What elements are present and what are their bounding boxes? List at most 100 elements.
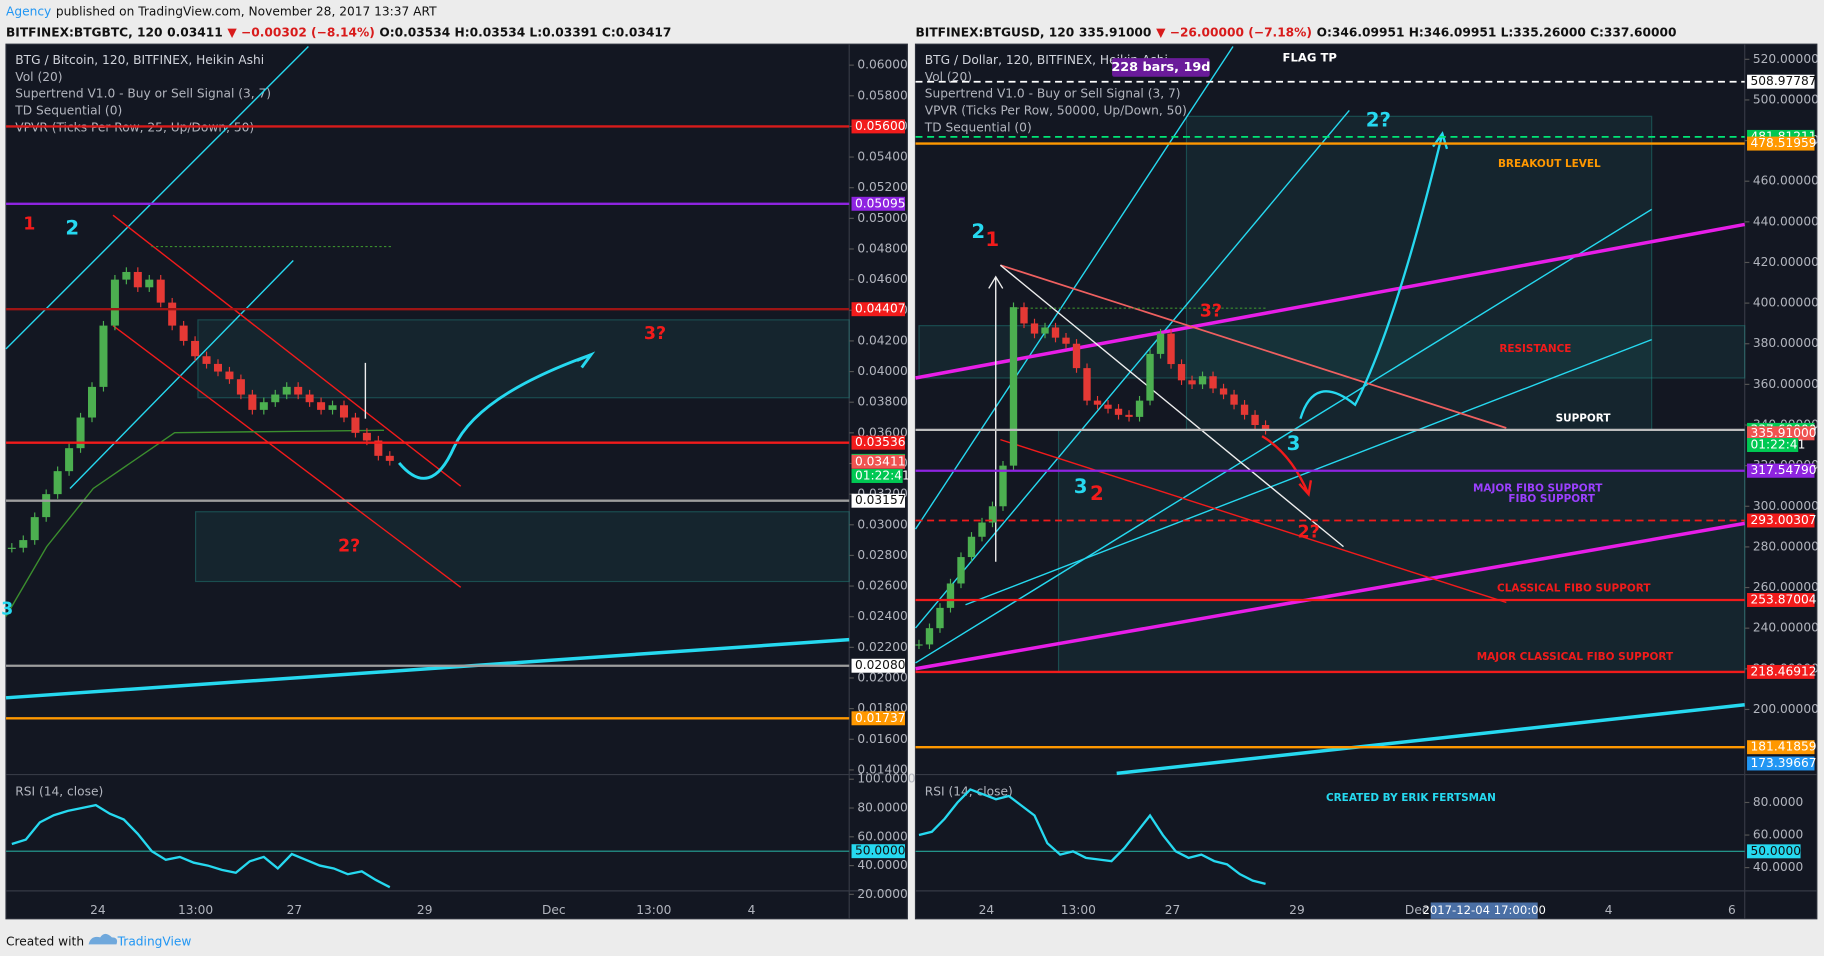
candle bbox=[1041, 327, 1049, 334]
candle bbox=[282, 386, 291, 395]
price-label-box bbox=[1747, 740, 1815, 755]
price-label: 218.46912 bbox=[1751, 664, 1817, 678]
rsi-tick-label: 80.0000 bbox=[1753, 795, 1803, 809]
annotation: 3? bbox=[644, 324, 666, 344]
candle bbox=[1177, 364, 1186, 381]
annotation: SUPPORT bbox=[1556, 413, 1612, 425]
candle bbox=[967, 536, 976, 558]
legend-item: VPVR (Ticks Per Row, 50000, Up/Down, 50) bbox=[925, 104, 1187, 118]
candle bbox=[988, 506, 997, 523]
time-label: Dec bbox=[1405, 903, 1429, 917]
price-tick-label: 260.00000 bbox=[1753, 580, 1819, 594]
time-label: 13:00 bbox=[1061, 903, 1096, 917]
legend-item: BTG / Dollar, 120, BITFINEX, Heikin Ashi bbox=[925, 53, 1168, 67]
drawing-line bbox=[915, 222, 1746, 380]
annotation: 2 bbox=[65, 217, 79, 240]
candle bbox=[1167, 333, 1175, 365]
price-tick-label: 0.04200 bbox=[857, 333, 907, 347]
annotation: 3? bbox=[1200, 302, 1222, 322]
time-label: 29 bbox=[417, 903, 433, 917]
drawing-line bbox=[965, 338, 1652, 606]
footer-brand[interactable]: TradingView bbox=[117, 935, 192, 949]
candle bbox=[53, 471, 62, 495]
candle bbox=[271, 394, 280, 403]
candle bbox=[191, 340, 200, 357]
price-label: 181.41859 bbox=[1751, 740, 1817, 754]
candle bbox=[1188, 380, 1196, 385]
rsi-tick-label: 80.0000 bbox=[857, 801, 907, 815]
annotation: 3 bbox=[1, 599, 13, 619]
candle bbox=[317, 402, 326, 410]
price-label: 0.03536 bbox=[855, 435, 905, 449]
drawing-line bbox=[1116, 703, 1745, 776]
symbol-line: BITFINEX:BTGBTC, 120 0.03411 ▼ −0.00302 (−… bbox=[6, 25, 671, 39]
candle bbox=[294, 386, 303, 395]
rsi-line bbox=[918, 788, 1266, 886]
price-label: 0.05600 bbox=[855, 119, 905, 133]
drawing-line bbox=[915, 208, 1653, 664]
annotation: FLAG TP bbox=[1283, 51, 1338, 65]
legend-item: TD Sequential (0) bbox=[14, 104, 122, 118]
zone-box bbox=[195, 511, 850, 583]
rsi-level-box bbox=[851, 844, 906, 859]
legend-item: TD Sequential (0) bbox=[924, 120, 1032, 134]
candle bbox=[7, 547, 16, 549]
bars-badge bbox=[1112, 58, 1210, 77]
chart-panel: BTG / Bitcoin, 120, BITFINEX, Heikin Ash… bbox=[1, 43, 916, 920]
price-tick-label: 0.04600 bbox=[857, 272, 907, 286]
ohlc: O:0.03534 H:0.03534 L:0.03391 C:0.03417 bbox=[379, 25, 671, 39]
drawing-line bbox=[576, 351, 596, 369]
zone-box bbox=[1185, 115, 1653, 431]
candle bbox=[1072, 343, 1081, 369]
price-label-box bbox=[851, 435, 906, 450]
price-tick-label: 360.00000 bbox=[1753, 377, 1819, 391]
rsi-tick-label: 60.0000 bbox=[857, 829, 907, 843]
candle bbox=[110, 279, 119, 326]
candle bbox=[76, 417, 85, 449]
footer-logo bbox=[88, 933, 118, 945]
price-label-box bbox=[851, 302, 906, 317]
candle bbox=[99, 325, 108, 387]
legend-item: Vol (20) bbox=[925, 70, 972, 84]
annotation: CLASSICAL FIBO SUPPORT bbox=[1497, 582, 1651, 594]
legend-item: Supertrend V1.0 - Buy or Sell Signal (3,… bbox=[15, 87, 271, 101]
price-tick-label: 380.00000 bbox=[1753, 336, 1819, 350]
crosshair-time: 2017-12-04 17:00:00 bbox=[1422, 903, 1545, 917]
price-label-box bbox=[851, 711, 906, 726]
price-label-box bbox=[1747, 513, 1815, 528]
price-label-box bbox=[851, 493, 906, 508]
candle bbox=[248, 394, 257, 410]
legend-item: Vol (20) bbox=[15, 70, 62, 84]
price-tick-label: 500.00000 bbox=[1753, 92, 1819, 106]
annotation: 1 bbox=[23, 214, 35, 234]
drawing-line bbox=[1000, 264, 1507, 429]
candle bbox=[1062, 337, 1070, 344]
drawing-line bbox=[914, 110, 1350, 629]
candle bbox=[385, 455, 394, 461]
price-label-box bbox=[851, 658, 906, 673]
price-change: ▼ −0.00302 (−8.14%) bbox=[227, 25, 374, 39]
candle bbox=[1261, 425, 1270, 430]
price-tick-label: 0.01600 bbox=[857, 732, 907, 746]
footer-text: Created with bbox=[6, 935, 84, 949]
rsi-tick-label: 40.0000 bbox=[1753, 860, 1803, 874]
time-label: Dec bbox=[542, 903, 566, 917]
candle bbox=[1104, 404, 1112, 409]
rsi-tick-label: 40.0000 bbox=[857, 858, 907, 872]
candle bbox=[1083, 368, 1091, 401]
price-tick-label: 440.00000 bbox=[1753, 214, 1819, 228]
ohlc: O:346.09951 H:346.09951 L:335.26000 C:33… bbox=[1317, 25, 1677, 39]
candle bbox=[1209, 376, 1217, 389]
publisher[interactable]: Agency bbox=[6, 4, 51, 18]
candle bbox=[1093, 400, 1102, 405]
time-label: 4 bbox=[1605, 903, 1613, 917]
candle bbox=[168, 302, 177, 326]
candle bbox=[999, 465, 1007, 507]
annotation: 2? bbox=[1297, 523, 1319, 543]
time-label: 13:00 bbox=[178, 903, 213, 917]
price-tick-label: 0.05800 bbox=[857, 88, 907, 102]
candle bbox=[1219, 388, 1228, 395]
candle bbox=[957, 557, 965, 584]
price-tick-label: 0.02400 bbox=[857, 609, 907, 623]
